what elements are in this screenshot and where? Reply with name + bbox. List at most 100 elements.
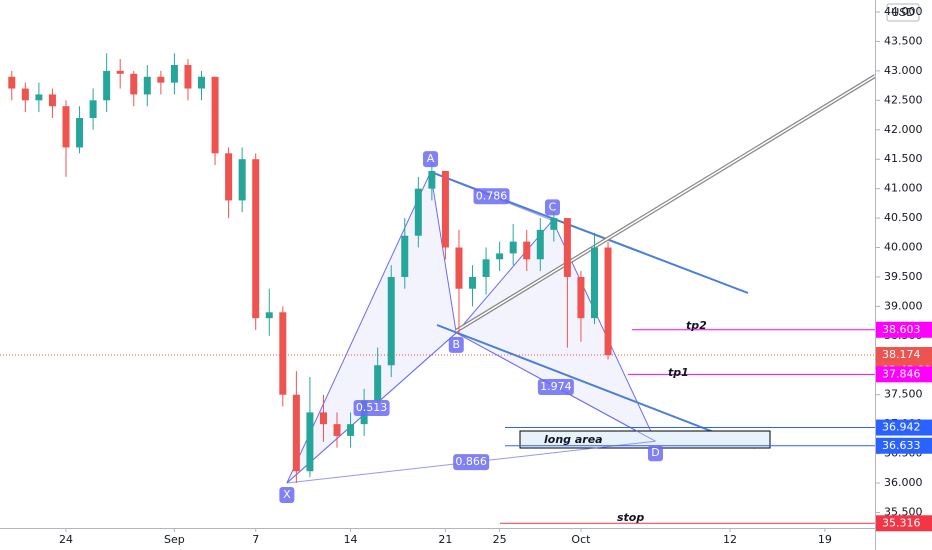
price-tag [876,419,932,436]
y-tick-label: 35.500 [884,505,923,518]
candle-body [577,276,585,319]
pattern-label: X [283,488,291,501]
y-tick-label: 42.500 [884,93,923,106]
y-tick-label: 41.000 [884,182,923,195]
y-tick-label: 43.500 [884,34,923,47]
candle-body [76,117,84,148]
y-tick-label: 39.500 [884,270,923,283]
pattern-label-box [647,445,663,462]
y-tick-label: 36.000 [884,476,923,489]
candle-body [428,170,436,189]
y-tick-label: 44.000 [884,5,923,18]
candle-body [116,70,124,74]
x-tick-label: 25 [493,533,507,546]
candle-body [550,218,558,230]
pattern-label-box [537,379,574,396]
candle-body [62,106,70,148]
time-axis [0,528,875,550]
long-area-box [519,430,771,449]
y-tick-label: 40.500 [884,211,923,224]
pattern-label: D [651,446,659,459]
candle-body [157,76,165,83]
x-tick-label: 19 [818,533,832,546]
candle-body [604,247,612,356]
candle-body [333,424,341,436]
candle-body [130,73,138,95]
y-tick-label: 37.500 [884,388,923,401]
pattern-label-box [353,399,390,416]
x-tick-label: 12 [723,533,737,546]
candle-body [482,259,490,277]
pattern-label: 0.513 [356,401,388,414]
pattern-label-box [423,151,439,168]
x-tick-label: 21 [438,533,452,546]
candle-body [198,76,206,89]
y-tick-label: 40.000 [884,241,923,254]
pattern-label-box [453,454,490,471]
currency: USD [891,6,915,19]
candle-body [238,159,246,201]
candle-body [143,76,151,95]
note: stop [617,511,644,524]
y-tick-label: 43.000 [884,64,923,77]
y-tick-label: 42.000 [884,123,923,136]
candle-body [590,247,598,319]
candle-body [319,412,327,425]
candle-body [401,235,409,277]
candle-body [184,64,192,89]
candle-body [292,394,300,472]
pattern-label: 0.786 [476,189,508,202]
pattern-label: 1.974 [540,380,572,393]
pattern-label: A [427,152,435,165]
price-tag-label: 36.942 [882,421,921,434]
price-tag-label: 35.316 [882,516,921,529]
candle-body [89,100,97,118]
price-tag-label: 38.603 [882,323,921,336]
candle-body [523,241,531,260]
candle-body [48,94,56,107]
candle-body [563,218,571,277]
price-tag [876,347,932,364]
x-tick-label: 24 [59,533,73,546]
candle-body [170,64,178,83]
x-tick-label: Oct [571,533,591,546]
price-tag [876,437,932,454]
candle-body [441,170,449,248]
candle-body [374,365,382,401]
candle-body [279,312,287,395]
pattern-label-box [448,336,464,353]
candle-body [225,153,233,201]
candle-body [536,229,544,260]
currency-box [886,3,920,22]
y-tick-label: 41.500 [884,152,923,165]
candle-body [414,188,422,236]
note: long area [544,433,603,446]
pattern-label: C [549,200,557,213]
price-tag [876,366,932,383]
candle-body [455,247,463,289]
candle-body [306,412,314,472]
pattern-label-box [473,188,510,205]
candle-body [496,253,504,260]
candle-body [265,312,273,319]
drawings: X A B C D 0.513 0.786 1.974 0.866 [0,53,877,524]
candle-body [469,276,477,289]
note: tp2 [686,319,707,332]
pattern-label-box [279,487,295,504]
candle-body [387,276,395,366]
candle-body [347,424,355,436]
x-tick-label: 14 [344,533,358,546]
pattern-label-box [544,199,560,216]
price-tag-label: 36.633 [882,439,921,452]
price-tag [876,515,932,532]
y-tick-label: 39.000 [884,299,923,312]
candle-body [21,88,29,101]
pattern-label: B [452,338,460,351]
price-axis [875,0,932,550]
x-tick-label: Sep [164,533,185,546]
price-tag-label: 38.174 [882,348,921,361]
pattern-label: 0.866 [455,455,487,468]
candle-body [509,241,517,254]
candle-body [8,76,16,89]
price-tag [876,321,932,338]
